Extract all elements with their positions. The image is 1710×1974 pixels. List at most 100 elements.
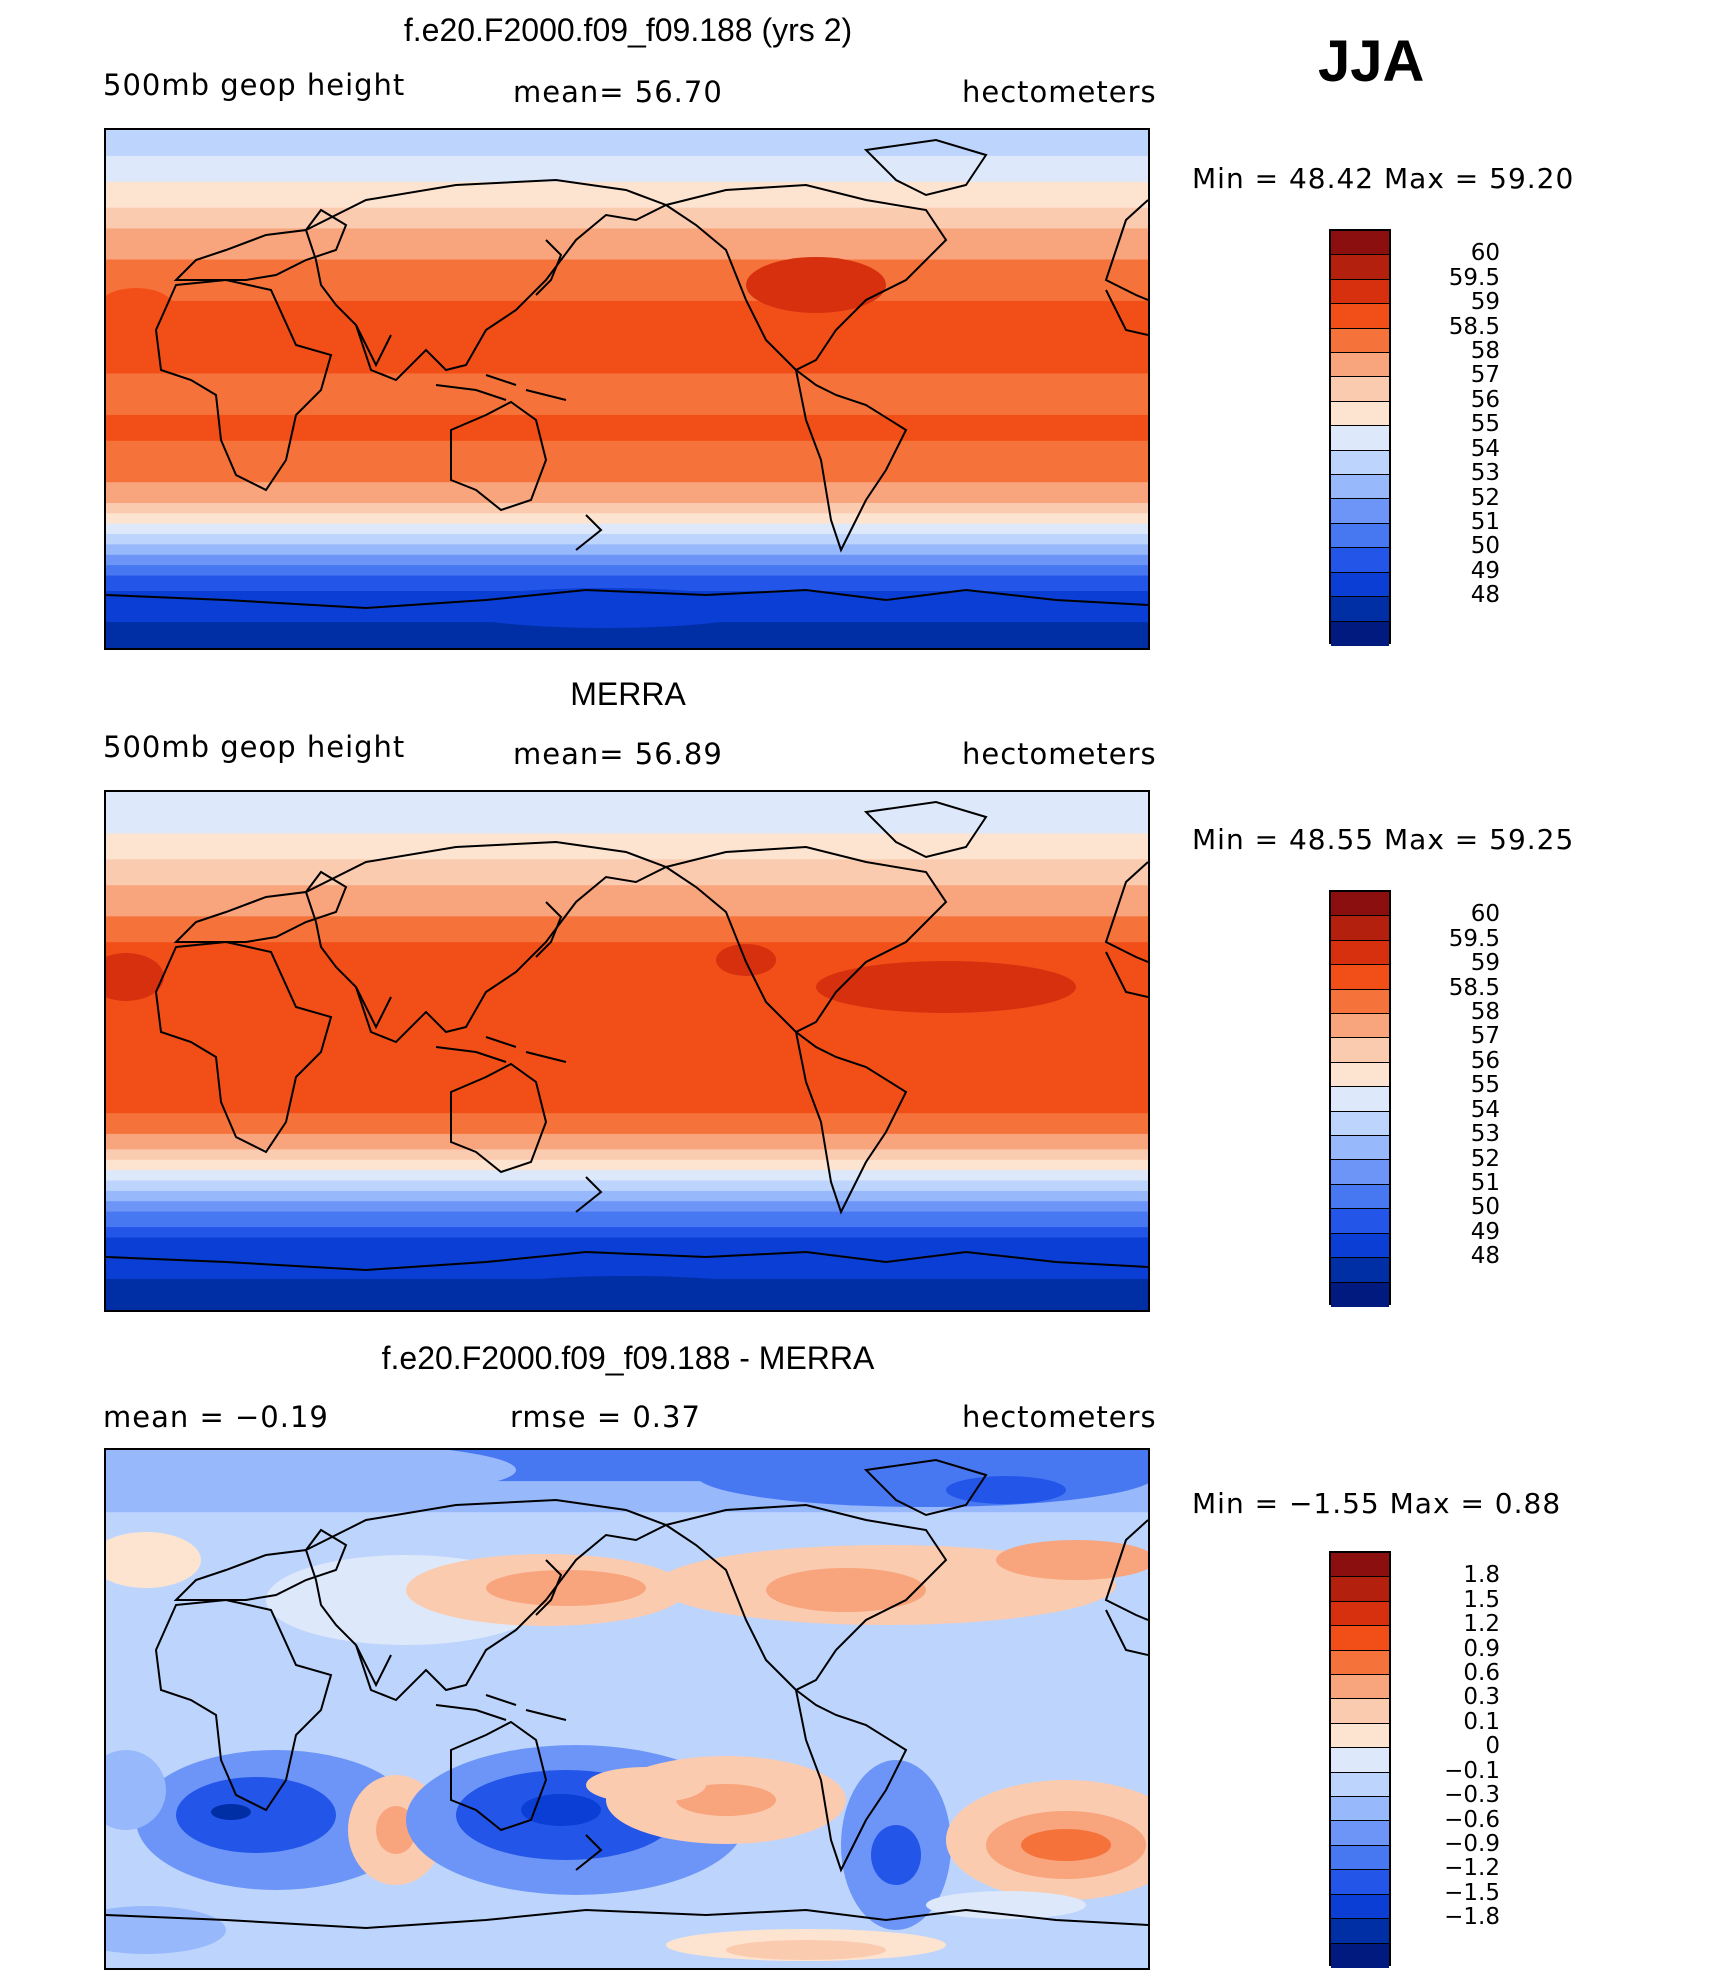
colorbar-swatch <box>1331 353 1389 378</box>
contour-band <box>106 1201 1148 1213</box>
colorbar-swatch <box>1331 1675 1389 1700</box>
colorbar-swatch <box>1331 523 1389 549</box>
colorbar-tick-label: 0.1 <box>1463 1708 1500 1735</box>
contour-band <box>106 228 1148 261</box>
panel-3-units-label: hectometers <box>962 1400 1157 1434</box>
coastline <box>154 278 333 492</box>
colorbar-swatch <box>1331 231 1389 256</box>
contour-band <box>106 513 1148 525</box>
coastline <box>450 400 548 512</box>
coastline <box>154 1598 333 1812</box>
coastline <box>106 588 1148 610</box>
colorbar-swatch <box>1331 1943 1389 1968</box>
panel-2-colorbar <box>1329 890 1391 1307</box>
colorbar-swatch <box>1331 1062 1389 1088</box>
season-label: JJA <box>1318 29 1425 94</box>
coastline <box>1105 951 1148 998</box>
colorbar-tick-label: 52 <box>1470 1145 1500 1172</box>
colorbar-swatch <box>1331 1821 1389 1846</box>
coastline <box>106 1908 1148 1930</box>
contour-band <box>106 181 1148 209</box>
contour-band <box>106 482 1148 504</box>
colorbar-swatch <box>1331 572 1389 598</box>
coastline <box>863 1458 988 1517</box>
panel-3-contour-plot <box>106 1450 1148 1968</box>
contour-band <box>106 575 1148 592</box>
contour-band <box>106 373 1148 416</box>
panel-3-anomaly <box>376 1806 416 1854</box>
colorbar-swatch <box>1331 621 1389 646</box>
coastline <box>1105 1609 1148 1656</box>
contour-band <box>106 523 1148 535</box>
colorbar-swatch <box>1331 1258 1389 1283</box>
coastline <box>1104 861 1148 963</box>
colorbar-tick-label: −0.3 <box>1444 1782 1500 1809</box>
colorbar-swatch <box>1331 255 1389 280</box>
colorbar-swatch <box>1331 1087 1389 1112</box>
coastline <box>173 208 348 281</box>
colorbar-tick-label: 59.5 <box>1448 264 1500 291</box>
coastline <box>535 239 563 296</box>
coastline <box>355 1644 392 1688</box>
panel-1-contour-plot <box>106 130 1148 648</box>
colorbar-swatch <box>1331 1282 1389 1307</box>
colorbar-tick-label: 58 <box>1470 999 1500 1026</box>
panel-3-anomaly <box>211 1804 251 1820</box>
panel-3-title: f.e20.F2000.f09_f09.188 - MERRA <box>381 1340 875 1376</box>
colorbar-swatch <box>1331 279 1389 305</box>
contour-band <box>106 916 1148 943</box>
colorbar-swatch <box>1331 1038 1389 1063</box>
colorbar-tick-label: 51 <box>1470 508 1500 535</box>
panel-1-high-region <box>746 257 886 313</box>
colorbar-tick-label: 55 <box>1470 1072 1500 1099</box>
panel-1-min-max: Min = 48.42 Max = 59.20 <box>1192 162 1575 195</box>
panel-3-anomaly <box>726 1940 886 1960</box>
contour-band <box>106 503 1148 514</box>
colorbar-swatch <box>1331 1136 1389 1161</box>
coastline <box>154 940 333 1154</box>
colorbar-swatch <box>1331 1233 1389 1259</box>
colorbar-swatch <box>1331 1553 1389 1578</box>
contour-band <box>106 440 1148 483</box>
contour-band <box>106 1113 1148 1135</box>
colorbar-tick-label: 53 <box>1470 1121 1500 1148</box>
contour-band <box>106 1133 1148 1150</box>
coastline <box>663 1503 948 1692</box>
contour-band <box>106 1211 1148 1228</box>
colorbar-tick-label: 55 <box>1470 411 1500 438</box>
panel-3-anomaly <box>176 1777 336 1853</box>
colorbar-tick-label: −0.9 <box>1444 1830 1500 1857</box>
colorbar-tick-label: 50 <box>1470 533 1500 560</box>
colorbar-swatch <box>1331 989 1389 1015</box>
colorbar-swatch <box>1331 401 1389 427</box>
coastline <box>304 178 669 382</box>
contour-band <box>106 554 1148 566</box>
colorbar-tick-label: −1.5 <box>1444 1879 1500 1906</box>
colorbar-tick-label: 1.8 <box>1463 1562 1500 1589</box>
panel-3-anomaly <box>946 1476 1066 1504</box>
colorbar-swatch <box>1331 940 1389 966</box>
colorbar-tick-label: 57 <box>1470 1023 1500 1050</box>
contour-band <box>106 300 1148 374</box>
panel-3-rmse-label: rmse = 0.37 <box>510 1400 701 1434</box>
colorbar-swatch <box>1331 1014 1389 1039</box>
colorbar-tick-label: 59 <box>1470 950 1500 977</box>
colorbar-tick-label: 56 <box>1470 386 1500 413</box>
colorbar-swatch <box>1331 450 1389 476</box>
coastline <box>450 1062 548 1174</box>
panel-3-map <box>104 1448 1150 1970</box>
colorbar-swatch <box>1331 597 1389 622</box>
panel-2-variable-label: 500mb geop height <box>103 730 406 764</box>
coastline <box>863 800 988 859</box>
colorbar-swatch <box>1331 916 1389 941</box>
panel-3-anomaly <box>996 1540 1148 1580</box>
panel-3-anomaly <box>106 1750 166 1830</box>
panel-3-anomaly <box>1021 1829 1111 1861</box>
panel-3-anomaly <box>871 1825 921 1885</box>
panel-2-units-label: hectometers <box>962 737 1157 771</box>
colorbar-tick-label: 0.9 <box>1463 1635 1500 1662</box>
coastline <box>863 138 988 197</box>
coastline <box>355 986 392 1030</box>
colorbar-tick-label: 48 <box>1470 582 1500 609</box>
colorbar-tick-label: 57 <box>1470 362 1500 389</box>
